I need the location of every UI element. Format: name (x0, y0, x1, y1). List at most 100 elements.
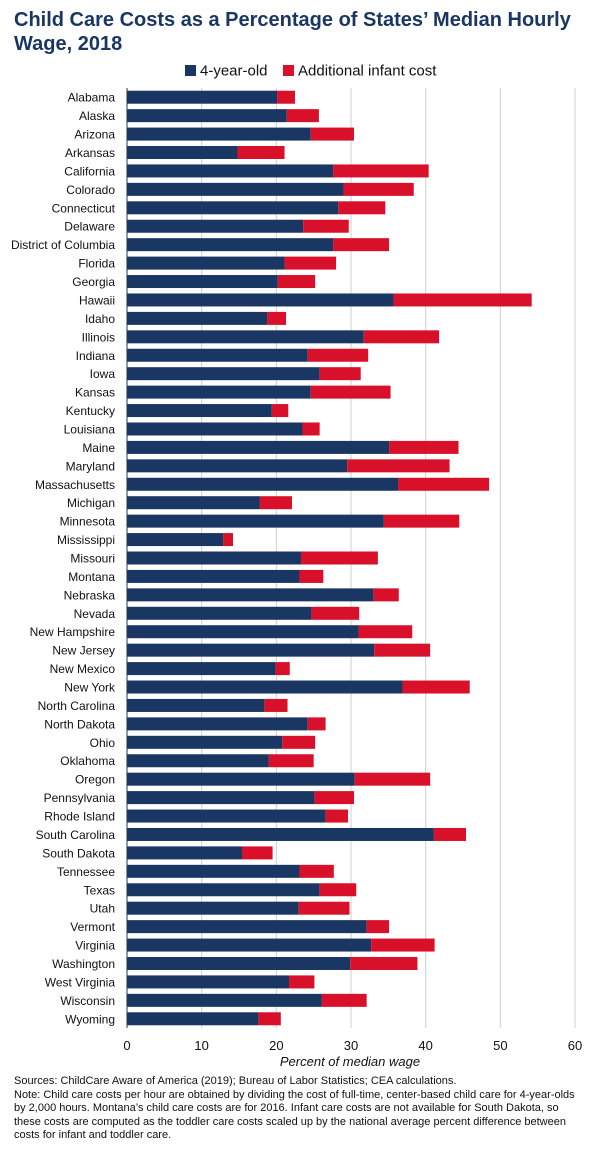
bars (127, 90, 532, 1026)
chart-notes: Sources: ChildCare Aware of America (201… (14, 1075, 580, 1143)
category-label: Michigan (67, 496, 115, 510)
category-label: Kentucky (66, 404, 115, 418)
category-label: New York (64, 681, 116, 695)
bar-additional-infant-cost (271, 404, 289, 418)
bar-additional-infant-cost (338, 201, 386, 215)
category-label: Oklahoma (60, 754, 115, 768)
note-text: Note: Child care costs per hour are obta… (14, 1088, 575, 1142)
category-label: Wisconsin (60, 994, 115, 1008)
bar-4-year-old (127, 901, 299, 915)
bar-4-year-old (127, 146, 238, 160)
bar-additional-infant-cost (333, 164, 429, 178)
bar-4-year-old (127, 735, 283, 749)
category-label: Montana (68, 570, 115, 584)
bar-4-year-old (127, 90, 278, 104)
category-label: Arizona (74, 128, 115, 142)
bar-4-year-old (127, 404, 272, 418)
bar-additional-infant-cost (275, 662, 290, 676)
category-label: Hawaii (79, 293, 115, 307)
category-label: Florida (78, 257, 115, 271)
bar-4-year-old (127, 606, 312, 620)
category-label: Nevada (74, 607, 116, 621)
sources-text: Sources: ChildCare Aware of America (201… (14, 1075, 457, 1087)
bar-4-year-old (127, 330, 364, 344)
bar-4-year-old (127, 791, 315, 805)
x-tick-label: 0 (123, 1038, 130, 1053)
x-tick-label: 60 (568, 1038, 582, 1053)
bar-4-year-old (127, 459, 348, 473)
bar-additional-infant-cost (303, 219, 349, 233)
category-label: Wyoming (65, 1012, 115, 1026)
category-label: Iowa (90, 367, 116, 381)
bar-4-year-old (127, 164, 334, 178)
bar-4-year-old (127, 109, 287, 123)
category-label: Tennessee (57, 865, 115, 879)
bar-4-year-old (127, 422, 303, 436)
category-label: Arkansas (65, 146, 115, 160)
bar-4-year-old (127, 477, 399, 491)
bar-additional-infant-cost (325, 809, 349, 823)
bar-additional-infant-cost (347, 459, 450, 473)
bar-additional-infant-cost (310, 385, 391, 399)
bar-4-year-old (127, 827, 434, 841)
category-label: Delaware (64, 220, 115, 234)
bar-additional-infant-cost (298, 901, 350, 915)
bar-additional-infant-cost (358, 625, 413, 639)
legend-swatch (185, 65, 196, 76)
category-label: Maryland (66, 459, 115, 473)
category-label: Maine (82, 441, 115, 455)
stacked-bar-chart: Alabama Alaska Arizona Arkansas California Co… (11, 63, 582, 1070)
bar-additional-infant-cost (268, 754, 314, 768)
bar-additional-infant-cost (264, 698, 288, 712)
bar-additional-infant-cost (259, 496, 293, 510)
bar-4-year-old (127, 643, 375, 657)
bar-4-year-old (127, 348, 308, 362)
category-label: California (64, 164, 115, 178)
bar-4-year-old (127, 385, 311, 399)
category-label: Ohio (90, 736, 116, 750)
bar-4-year-old (127, 993, 322, 1007)
bar-additional-infant-cost (319, 883, 357, 897)
bar-4-year-old (127, 440, 390, 454)
x-axis-label: Percent of median wage (280, 1054, 420, 1069)
bar-4-year-old (127, 717, 308, 731)
bar-4-year-old (127, 588, 374, 602)
bar-additional-infant-cost (366, 920, 390, 934)
category-label: Illinois (82, 330, 115, 344)
category-label: Texas (84, 883, 115, 897)
bar-additional-infant-cost (343, 182, 414, 196)
legend-swatch (283, 65, 294, 76)
category-label: North Dakota (44, 717, 115, 731)
bar-additional-infant-cost (277, 275, 316, 289)
bar-additional-infant-cost (389, 440, 459, 454)
category-label: Connecticut (52, 201, 116, 215)
bar-4-year-old (127, 662, 276, 676)
bar-additional-infant-cost (393, 293, 532, 307)
bar-additional-infant-cost (321, 993, 367, 1007)
bar-4-year-old (127, 938, 372, 952)
category-label: North Carolina (38, 699, 116, 713)
bar-additional-infant-cost (282, 735, 316, 749)
bar-additional-infant-cost (300, 551, 378, 565)
category-label: Pennsylvania (44, 791, 116, 805)
category-label: South Dakota (42, 846, 115, 860)
bar-4-year-old (127, 311, 268, 325)
bar-additional-infant-cost (289, 975, 315, 989)
category-label: Indiana (76, 349, 116, 363)
bar-additional-infant-cost (237, 146, 285, 160)
bar-4-year-old (127, 127, 311, 141)
category-label: Oregon (75, 773, 115, 787)
bar-additional-infant-cost (398, 477, 490, 491)
bar-additional-infant-cost (314, 791, 354, 805)
category-label: Minnesota (60, 515, 116, 529)
bar-additional-infant-cost (350, 956, 418, 970)
legend-label: 4-year-old (200, 63, 268, 80)
category-label: Virginia (75, 939, 115, 953)
category-label: Alaska (79, 109, 115, 123)
bar-4-year-old (127, 367, 320, 381)
bar-4-year-old (127, 956, 351, 970)
bar-additional-infant-cost (267, 311, 287, 325)
category-label: Missouri (70, 552, 115, 566)
category-label: Utah (90, 902, 115, 916)
x-tick-label: 50 (493, 1038, 507, 1053)
